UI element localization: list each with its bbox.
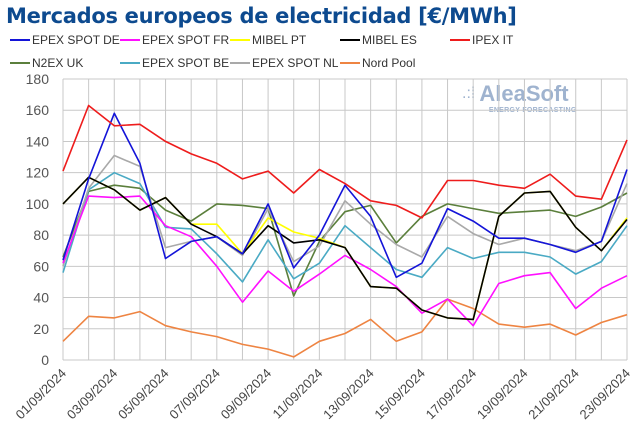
y-tick-label: 180	[26, 71, 50, 87]
x-tick-label: 17/09/2024	[423, 366, 480, 423]
y-tick-label: 140	[26, 133, 50, 149]
x-tick-label: 05/09/2024	[115, 366, 172, 423]
x-tick-label: 09/09/2024	[218, 366, 275, 423]
legend-swatch	[120, 62, 140, 64]
legend-label: EPEX SPOT BE	[142, 56, 230, 70]
legend-swatch	[230, 39, 250, 41]
series-line-epex-spot-be	[62, 171, 628, 283]
legend-swatch	[120, 39, 140, 41]
legend-swatch	[230, 62, 250, 64]
legend-label: Nord Pool	[362, 56, 416, 70]
series-line-ipex-it	[62, 104, 628, 219]
x-tick-label: 23/09/2024	[576, 366, 633, 423]
legend-label: EPEX SPOT DE	[32, 33, 120, 47]
series-line-mibel-es	[62, 176, 628, 321]
legend-swatch	[10, 39, 30, 41]
legend-swatch	[450, 39, 470, 41]
x-tick-label: 13/09/2024	[320, 366, 377, 423]
x-tick-label: 11/09/2024	[270, 366, 326, 422]
legend-item: MIBEL ES	[340, 33, 417, 47]
y-tick-label: 120	[26, 165, 50, 181]
y-tick-label: 100	[26, 196, 50, 212]
x-tick-label: 07/09/2024	[166, 366, 223, 423]
legend-item: MIBEL PT	[230, 33, 306, 47]
legend-label: EPEX SPOT NL	[252, 56, 339, 70]
legend-swatch	[340, 62, 360, 64]
x-tick-label: 21/09/2024	[525, 366, 582, 423]
legend-item: EPEX SPOT NL	[230, 56, 338, 70]
legend-label: MIBEL ES	[362, 33, 417, 47]
y-tick-label: 60	[33, 258, 49, 274]
x-tick-label: 01/09/2024	[12, 366, 69, 423]
legend-label: EPEX SPOT FR	[142, 33, 230, 47]
series-line-epex-spot-fr	[62, 195, 628, 327]
y-tick-label: 80	[33, 227, 49, 243]
legend-item: EPEX SPOT DE	[10, 33, 120, 47]
x-tick-label: 19/09/2024	[474, 366, 531, 423]
legend-swatch	[10, 62, 30, 64]
legend-item: EPEX SPOT BE	[120, 56, 229, 70]
legend-label: IPEX IT	[472, 33, 514, 47]
legend-item: IPEX IT	[450, 33, 513, 47]
logo-dots-icon: .:⁞	[462, 85, 476, 102]
legend-swatch	[340, 39, 360, 41]
legend-item: N2EX UK	[10, 56, 83, 70]
y-tick-label: 20	[33, 321, 49, 337]
series-line-n2ex-uk	[62, 184, 628, 297]
legend-label: N2EX UK	[32, 56, 84, 70]
y-tick-label: 160	[26, 102, 50, 118]
legend-item: Nord Pool	[340, 56, 415, 70]
x-tick-label: 03/09/2024	[64, 366, 121, 423]
y-tick-label: 0	[41, 352, 49, 368]
y-tick-label: 40	[33, 290, 49, 306]
series-line-nord-pool	[62, 298, 628, 358]
legend-item: EPEX SPOT FR	[120, 33, 229, 47]
series-line-epex-spot-de	[62, 112, 628, 279]
legend-label: MIBEL PT	[252, 33, 307, 47]
x-tick-label: 15/09/2024	[371, 366, 428, 423]
chart-title: Mercados europeos de electricidad [€/MWh…	[6, 4, 517, 28]
